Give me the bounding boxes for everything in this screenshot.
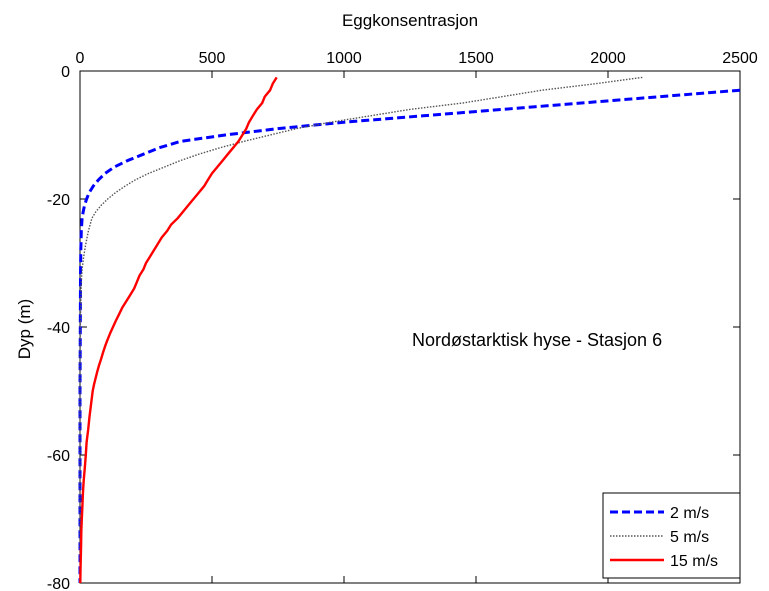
x-tick-label: 1500 [458,50,494,67]
x-tick-label: 0 [76,50,85,67]
y-axis-title: Dyp (m) [15,299,34,359]
chart-annotation: Nordøstarktisk hyse - Stasjon 6 [412,330,662,350]
series-lines [78,76,741,584]
y-tick-label: -60 [47,448,70,465]
legend-label-2: 5 m/s [670,529,709,546]
x-tick-label: 1000 [326,50,362,67]
series-line-3 [79,76,278,584]
series-line-1 [78,88,741,583]
x-tick-label: 2500 [722,50,758,67]
legend-box [602,492,741,579]
x-tick-label: 2000 [590,50,626,67]
legend: 2 m/s 5 m/s 15 m/s [602,492,741,579]
x-axis-ticks: 0 500 1000 1500 2000 2500 [76,50,758,583]
legend-label-3: 15 m/s [670,553,718,570]
y-tick-label: -20 [47,192,70,209]
x-axis-title: Eggkonsentrasjon [342,11,478,30]
series-line-2 [79,76,643,583]
y-tick-label: -40 [47,320,70,337]
legend-label-1: 2 m/s [670,505,709,522]
y-axis-ticks: 0 -20 -40 -60 -80 [47,64,740,591]
y-tick-label: -80 [47,576,70,591]
x-tick-label: 500 [199,50,226,67]
y-tick-label: 0 [61,64,70,81]
